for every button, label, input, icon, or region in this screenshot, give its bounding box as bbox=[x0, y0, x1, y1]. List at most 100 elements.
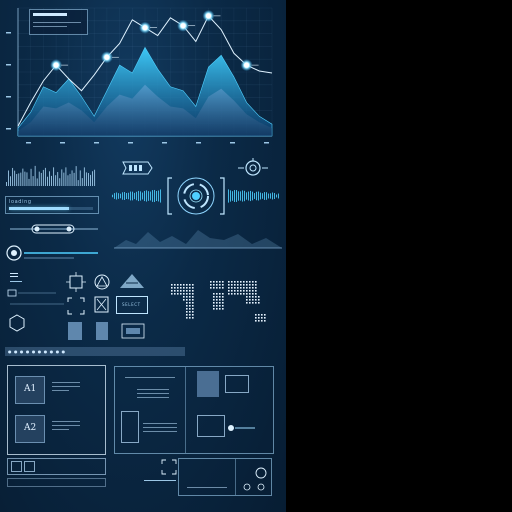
focus-icon[interactable] bbox=[160, 458, 178, 476]
map-dot bbox=[234, 281, 236, 283]
wave-bar bbox=[274, 192, 275, 200]
map-dot bbox=[234, 290, 236, 292]
equalizer-bar bbox=[65, 167, 67, 186]
map-dot bbox=[258, 296, 260, 298]
map-dot bbox=[252, 299, 254, 301]
crosshair-icon[interactable] bbox=[66, 272, 86, 292]
equalizer-bar bbox=[75, 166, 77, 186]
y-tick-label bbox=[6, 64, 11, 66]
left-widgets bbox=[7, 273, 64, 305]
map-dot bbox=[252, 287, 254, 289]
control-slot[interactable] bbox=[121, 411, 139, 443]
line-point bbox=[142, 25, 148, 31]
close-icon[interactable] bbox=[94, 296, 110, 314]
progress-track bbox=[9, 207, 93, 210]
map-dot bbox=[243, 281, 245, 283]
corners-icon bbox=[67, 297, 85, 315]
equalizer-bar bbox=[28, 178, 30, 186]
select-button[interactable]: SELECT bbox=[116, 296, 148, 314]
map-dot bbox=[219, 308, 221, 310]
map-dot bbox=[216, 302, 218, 304]
area-chart bbox=[6, 7, 273, 144]
gear-icon[interactable] bbox=[236, 156, 270, 180]
map-dot bbox=[186, 296, 188, 298]
target-icon[interactable] bbox=[92, 272, 112, 292]
control-screen[interactable] bbox=[197, 371, 219, 397]
map-dot bbox=[216, 296, 218, 298]
wave-bar bbox=[152, 190, 153, 202]
map-dot bbox=[180, 287, 182, 289]
battery-icon[interactable] bbox=[120, 160, 154, 176]
equalizer-bar bbox=[26, 172, 28, 186]
control-meter[interactable] bbox=[197, 415, 225, 437]
tile-a2[interactable]: A2 bbox=[15, 415, 45, 443]
map-dot bbox=[216, 305, 218, 307]
wave-bar bbox=[246, 192, 247, 200]
map-dot bbox=[237, 287, 239, 289]
radar-icon[interactable] bbox=[164, 172, 228, 220]
line-point bbox=[180, 23, 186, 29]
map-dot bbox=[189, 305, 191, 307]
equalizer-bar bbox=[20, 172, 22, 186]
map-dot bbox=[237, 290, 239, 292]
dial-control[interactable] bbox=[4, 242, 100, 266]
info-box[interactable] bbox=[29, 9, 88, 35]
map-dot bbox=[255, 299, 257, 301]
tile-a1[interactable]: A1 bbox=[15, 376, 45, 404]
wave-bar bbox=[134, 192, 135, 200]
map-dot bbox=[183, 293, 185, 295]
map-dot bbox=[228, 290, 230, 292]
map-dot bbox=[192, 284, 194, 286]
map-dot bbox=[240, 290, 242, 292]
map-dot bbox=[186, 287, 188, 289]
control-badge[interactable] bbox=[225, 375, 249, 393]
wave-bar bbox=[272, 192, 273, 200]
map-dot bbox=[213, 293, 215, 295]
wave-bar bbox=[150, 191, 151, 201]
map-dot bbox=[174, 293, 176, 295]
map-dot bbox=[213, 299, 215, 301]
progress-panel: loading bbox=[5, 196, 99, 214]
equalizer-bar bbox=[22, 168, 24, 186]
wave-bar bbox=[240, 191, 241, 201]
map-dot bbox=[183, 284, 185, 286]
wave-bar bbox=[132, 191, 133, 201]
range-slider[interactable] bbox=[6, 220, 100, 240]
area-series-1 bbox=[18, 84, 272, 136]
map-dot bbox=[246, 302, 248, 304]
map-dot bbox=[252, 284, 254, 286]
map-dot bbox=[240, 287, 242, 289]
map-dot bbox=[249, 281, 251, 283]
map-dot bbox=[213, 302, 215, 304]
map-dot bbox=[246, 281, 248, 283]
equalizer-bar bbox=[12, 167, 14, 186]
map-dot bbox=[231, 281, 233, 283]
wave-bar bbox=[120, 193, 121, 199]
bottom-toolbar-button-1[interactable] bbox=[11, 461, 22, 472]
map-dot bbox=[237, 284, 239, 286]
map-dot bbox=[246, 287, 248, 289]
map-dot bbox=[183, 296, 185, 298]
x-tick-label bbox=[60, 142, 65, 144]
map-dot bbox=[171, 293, 173, 295]
wave-bar bbox=[118, 193, 119, 199]
radar-waveform bbox=[112, 189, 279, 203]
search-bar[interactable]: ● ● ● ● ● ● ● ● ● ● bbox=[5, 347, 185, 356]
map-dot bbox=[258, 302, 260, 304]
bottom-status-bar bbox=[7, 478, 106, 487]
y-tick-label bbox=[6, 128, 11, 130]
map-dot bbox=[210, 284, 212, 286]
map-dot bbox=[252, 281, 254, 283]
tile-a1-lines bbox=[52, 382, 80, 394]
wave-bar bbox=[236, 190, 237, 202]
bottom-toolbar-button-2[interactable] bbox=[24, 461, 35, 472]
bottom-dial-icon[interactable] bbox=[239, 463, 269, 493]
empty-black-area bbox=[286, 0, 512, 512]
toggle-switch[interactable] bbox=[227, 423, 255, 433]
wave-bar bbox=[266, 192, 267, 200]
map-dot bbox=[183, 287, 185, 289]
equalizer-bar bbox=[63, 172, 65, 186]
map-dot bbox=[228, 284, 230, 286]
map-dot bbox=[258, 320, 260, 322]
control-divider bbox=[185, 367, 186, 453]
